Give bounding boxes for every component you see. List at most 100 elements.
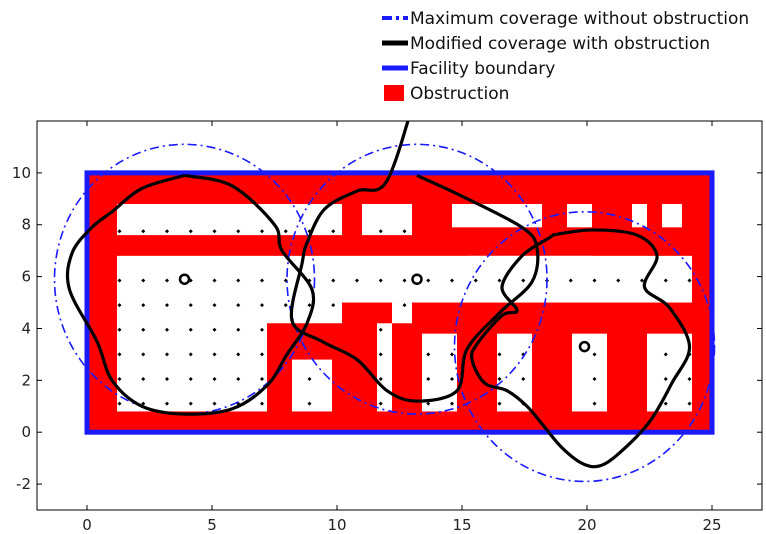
grid-point: [378, 352, 383, 357]
x-tick-label: 10: [327, 516, 346, 534]
grid-point: [378, 401, 383, 406]
modified-coverage-contour: [289, 121, 540, 403]
grid-point: [331, 229, 336, 234]
free-region: [117, 203, 342, 236]
grid-point: [521, 377, 526, 382]
grid-point: [165, 278, 169, 283]
legend-label: Maximum coverage without obstruction: [410, 9, 749, 29]
grid-point: [117, 377, 122, 382]
sensor-marker: [411, 273, 423, 285]
plot-frame: [36, 120, 763, 511]
grid-point: [165, 229, 169, 234]
grid-point: [592, 352, 597, 357]
grid-point: [283, 229, 288, 234]
free-region: [647, 333, 692, 412]
grid-point: [307, 377, 312, 382]
grid-point: [663, 352, 668, 357]
grid-point: [236, 303, 241, 308]
x-tick-label: 25: [702, 516, 721, 534]
grid-point: [188, 401, 193, 406]
grid-point: [260, 352, 264, 357]
grid-point: [450, 278, 454, 283]
grid-point: [331, 303, 336, 308]
x-axis: 0 5 10 15 20 25: [82, 121, 722, 534]
grid-point: [663, 377, 668, 382]
free-region: [567, 203, 592, 228]
plot-layer: [53, 121, 716, 483]
grid-point: [212, 229, 217, 234]
grid-point: [426, 401, 431, 406]
grid-point: [592, 278, 597, 283]
y-axis: -2 0 2 4 6 8 10: [12, 164, 762, 493]
grid-point: [260, 327, 264, 332]
grid-point: [426, 377, 431, 382]
max-coverage-circle: [453, 210, 716, 483]
grid-point: [568, 278, 573, 283]
grid-point: [117, 303, 122, 308]
grid-point: [426, 278, 431, 283]
free-region: [362, 203, 412, 236]
grid-point: [592, 377, 597, 382]
y-tick-label: 0: [21, 423, 31, 441]
grid-point: [497, 278, 502, 283]
free-region: [467, 255, 692, 303]
grid-point: [141, 229, 146, 234]
grid-point: [687, 377, 692, 382]
grid-point: [378, 278, 383, 283]
grid-point: [236, 229, 241, 234]
grid-point: [212, 352, 217, 357]
y-tick-label: 2: [21, 371, 31, 389]
grid-point: [616, 278, 621, 283]
x-tick-label: 5: [207, 516, 217, 534]
modified-coverage-contour: [65, 173, 316, 416]
grid-point: [141, 327, 146, 332]
grid-point: [141, 303, 146, 308]
grid-point: [212, 377, 217, 382]
grid-point: [473, 278, 478, 283]
grid-point: [307, 303, 312, 308]
grid-point: [260, 401, 264, 406]
y-tick-label: 10: [12, 164, 31, 182]
y-tick-label: -2: [16, 475, 31, 493]
free-region: [662, 203, 682, 228]
sensor-marker: [578, 340, 591, 353]
free-region: [117, 255, 267, 412]
grid-point: [331, 278, 336, 283]
grid-point: [165, 377, 169, 382]
grid-point: [236, 278, 241, 283]
max-coverage-circle: [53, 143, 316, 415]
grid-point: [188, 352, 193, 357]
grid-point: [521, 278, 526, 283]
grid-point: [165, 303, 169, 308]
grid-point: [497, 352, 502, 357]
grid-point: [378, 229, 383, 234]
grid-point: [355, 278, 359, 283]
y-tick-label: 8: [21, 216, 31, 234]
grid-point: [450, 401, 454, 406]
grid-point: [212, 401, 217, 406]
grid-point: [497, 401, 502, 406]
grid-point: [212, 303, 217, 308]
x-tick-label: 20: [577, 516, 596, 534]
y-tick-label: 6: [21, 268, 31, 286]
grid-point: [283, 303, 288, 308]
grid-point: [260, 303, 264, 308]
grid-point: [426, 352, 431, 357]
grid-point: [663, 401, 668, 406]
grid-point: [117, 401, 122, 406]
grid-point: [212, 278, 217, 283]
grid-point: [592, 401, 597, 406]
grid-point: [188, 229, 193, 234]
grid-point: [307, 401, 312, 406]
grid-point: [141, 352, 146, 357]
grid-point: [260, 229, 264, 234]
grid-point: [260, 278, 264, 283]
grid-point: [236, 352, 241, 357]
grid-point: [117, 278, 122, 283]
grid-point: [450, 377, 454, 382]
free-region: [292, 359, 332, 412]
grid-point: [188, 327, 193, 332]
grid-point: [640, 278, 644, 283]
grid-point: [117, 352, 122, 357]
